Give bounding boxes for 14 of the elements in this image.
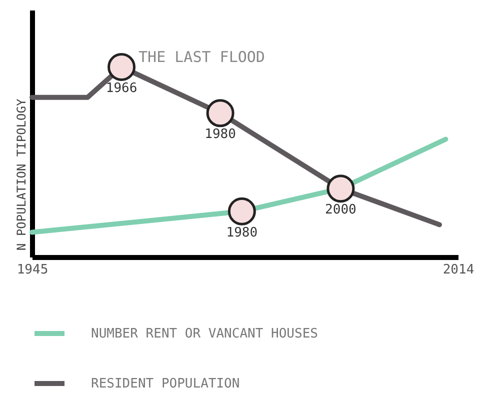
annotation: 1980 bbox=[226, 225, 258, 240]
annotation: 1980 bbox=[204, 127, 236, 142]
y-axis-title: N POPULATION TIPOLOGY bbox=[14, 98, 28, 250]
point bbox=[326, 174, 355, 203]
point bbox=[108, 53, 136, 81]
legend-label: NUMBER RENT OR VANCANT HOUSES bbox=[91, 326, 318, 342]
legend-label: RESIDENT POPULATION bbox=[91, 376, 240, 392]
point bbox=[228, 197, 256, 226]
point bbox=[206, 99, 234, 128]
x-tick-label: 1945 bbox=[16, 262, 48, 278]
annotation: 2000 bbox=[325, 202, 356, 218]
x-tick-label: 2014 bbox=[442, 262, 474, 278]
annotation: THE LAST FLOOD bbox=[138, 48, 265, 66]
annotation: 1966 bbox=[106, 81, 138, 96]
